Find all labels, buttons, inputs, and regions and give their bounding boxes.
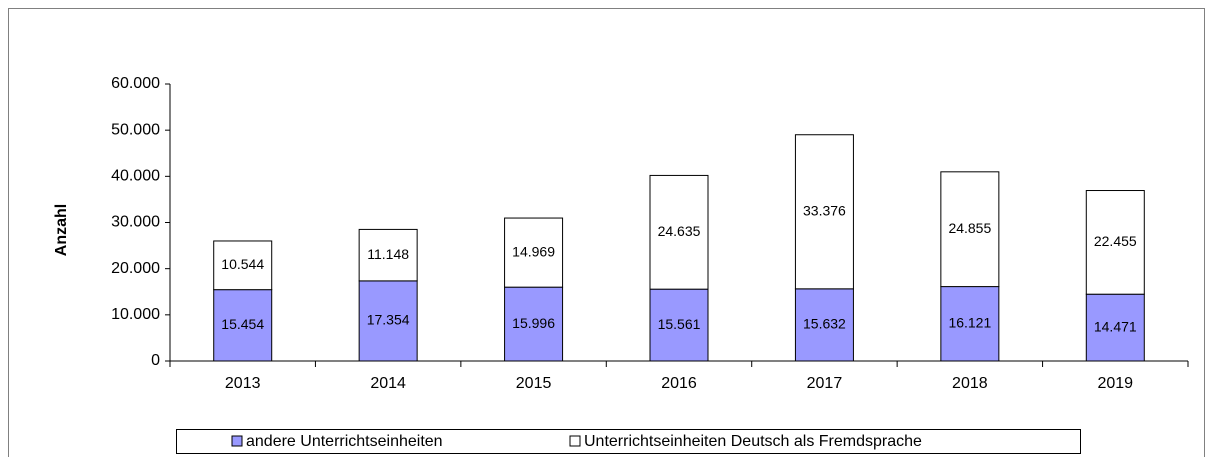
data-label: 14.969 bbox=[512, 243, 555, 259]
data-label: 24.635 bbox=[658, 223, 701, 239]
legend-swatch bbox=[569, 435, 581, 447]
legend bbox=[176, 429, 1081, 454]
bar-segment bbox=[794, 134, 854, 290]
y-tick-label: 20.000 bbox=[111, 260, 160, 277]
x-tick-label: 2014 bbox=[370, 375, 406, 392]
x-tick-label: 2016 bbox=[661, 375, 697, 392]
chart-frame bbox=[8, 8, 1205, 457]
y-tick-label: 30.000 bbox=[111, 214, 160, 231]
data-label: 16.121 bbox=[948, 314, 991, 330]
y-tick-label: 60.000 bbox=[111, 75, 160, 92]
bar-segment bbox=[1085, 293, 1145, 362]
bar-segment bbox=[649, 288, 709, 362]
y-tick-label: 50.000 bbox=[111, 121, 160, 138]
bar-segment bbox=[213, 289, 273, 362]
data-label: 17.354 bbox=[367, 312, 410, 328]
data-label: 15.996 bbox=[512, 315, 555, 331]
y-tick-label: 40.000 bbox=[111, 168, 160, 185]
bar-segment bbox=[504, 286, 564, 362]
bar-segment bbox=[940, 286, 1000, 362]
x-tick-label: 2017 bbox=[807, 375, 843, 392]
data-label: 14.471 bbox=[1094, 318, 1137, 334]
data-label: 33.376 bbox=[803, 202, 846, 218]
bar-segment bbox=[794, 288, 854, 362]
bar-segment bbox=[1085, 190, 1145, 295]
bar-segment bbox=[504, 217, 564, 288]
data-label: 11.148 bbox=[367, 246, 409, 262]
data-label: 15.632 bbox=[803, 316, 846, 332]
bar-segment bbox=[213, 240, 273, 291]
bar-segment bbox=[649, 174, 709, 290]
legend-label: andere Unterrichtseinheiten bbox=[246, 433, 443, 450]
data-label: 24.855 bbox=[948, 220, 991, 236]
legend-swatch bbox=[231, 435, 243, 447]
bar-segment bbox=[358, 280, 418, 362]
y-tick-label: 0 bbox=[151, 352, 160, 369]
y-axis-label: Anzahl bbox=[53, 204, 70, 256]
legend-label: Unterrichtseinheiten Deutsch als Fremdsp… bbox=[584, 433, 922, 450]
y-tick-label: 10.000 bbox=[111, 306, 160, 323]
x-tick-label: 2019 bbox=[1097, 375, 1133, 392]
bar-segment bbox=[358, 228, 418, 282]
data-label: 15.561 bbox=[658, 316, 701, 332]
data-label: 10.544 bbox=[221, 256, 264, 272]
x-tick-label: 2013 bbox=[225, 375, 261, 392]
x-tick-label: 2018 bbox=[952, 375, 988, 392]
data-label: 22.455 bbox=[1094, 233, 1137, 249]
x-tick-label: 2015 bbox=[516, 375, 552, 392]
bar-segment bbox=[940, 171, 1000, 288]
data-label: 15.454 bbox=[221, 316, 264, 332]
